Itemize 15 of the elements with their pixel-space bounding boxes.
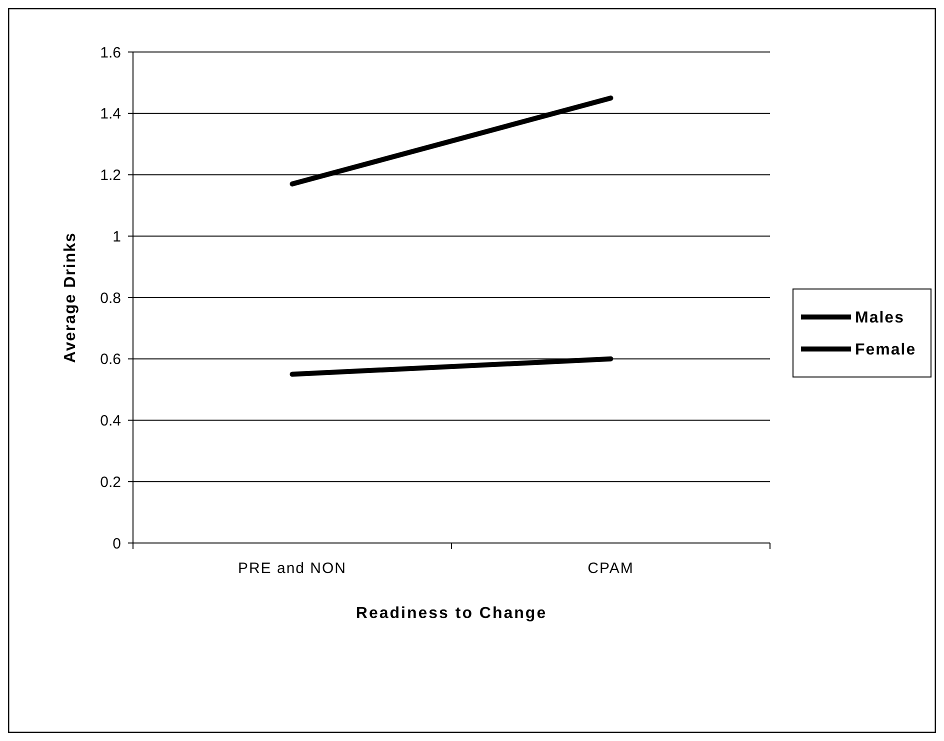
legend-label: Female bbox=[855, 342, 916, 359]
x-tick-label: PRE and NON bbox=[238, 560, 347, 577]
y-tick-label: 1.6 bbox=[100, 44, 121, 62]
legend-label: Males bbox=[855, 310, 904, 327]
y-tick-label: 0.2 bbox=[100, 474, 121, 491]
y-tick-label: 1 bbox=[112, 228, 121, 246]
y-tick-label: 0 bbox=[112, 535, 121, 552]
y-axis-title: Average Drinks bbox=[62, 232, 79, 363]
x-tick-label: CPAM bbox=[588, 560, 634, 577]
y-tick-label: 0.6 bbox=[100, 351, 121, 368]
y-tick-label: 1.4 bbox=[100, 106, 121, 123]
y-tick-label: 1.2 bbox=[100, 167, 121, 184]
y-tick-label: 0.4 bbox=[100, 412, 121, 430]
y-tick-label: 0.8 bbox=[100, 290, 121, 307]
x-axis-title: Readiness to Change bbox=[356, 605, 548, 622]
